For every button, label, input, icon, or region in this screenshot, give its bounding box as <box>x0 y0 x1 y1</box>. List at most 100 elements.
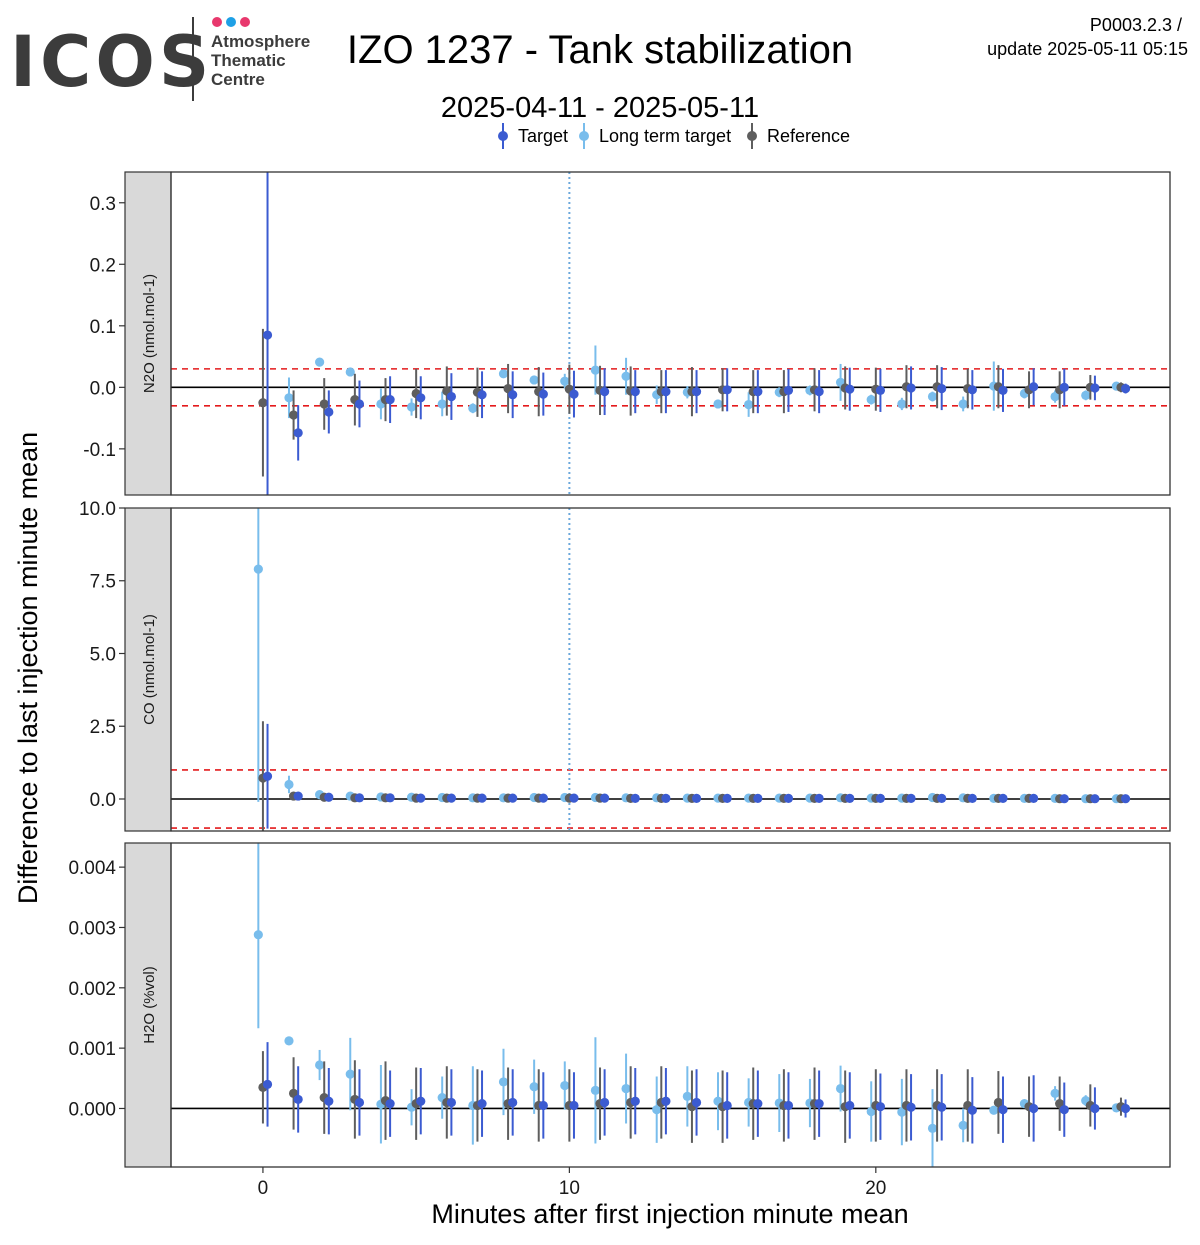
data-point <box>713 399 723 409</box>
data-point <box>416 1096 426 1106</box>
legend-key-point <box>747 131 757 141</box>
data-point <box>691 1097 702 1108</box>
panel-strip <box>124 842 172 1168</box>
data-point <box>345 367 355 377</box>
legend-label: Long term target <box>599 126 731 146</box>
series-target <box>262 723 1131 829</box>
logo-text: ICOS <box>10 21 213 103</box>
data-point <box>1059 382 1069 392</box>
data-point <box>293 428 303 438</box>
y-axis-title: Difference to last injection minute mean <box>13 432 43 904</box>
data-point <box>477 793 487 803</box>
data-point <box>324 792 334 802</box>
data-point <box>569 793 579 803</box>
data-point <box>538 389 548 399</box>
data-point <box>753 793 763 804</box>
data-point <box>262 330 273 340</box>
panel-data <box>171 508 1170 831</box>
data-point <box>866 395 876 405</box>
panel-data <box>171 172 1170 495</box>
data-point <box>967 1105 977 1115</box>
data-point <box>600 387 610 397</box>
data-point <box>753 387 763 397</box>
data-point <box>722 793 732 804</box>
y-tick-label: 0.003 <box>68 918 116 939</box>
data-point <box>722 1100 732 1111</box>
y-tick-label: 5.0 <box>90 644 116 665</box>
data-point <box>1029 1103 1039 1114</box>
data-point <box>406 402 417 412</box>
data-point <box>354 399 365 409</box>
data-point <box>835 1083 846 1094</box>
data-point <box>538 1100 548 1111</box>
data-point <box>1059 794 1069 804</box>
data-point <box>529 1082 539 1092</box>
data-point <box>446 1097 456 1108</box>
logo-dot-2 <box>226 17 236 27</box>
panel-border <box>170 507 1171 832</box>
logo-subtitle-line-3: Centre <box>211 70 265 89</box>
x-tick-label: 10 <box>559 1178 580 1199</box>
logo-dot-1 <box>212 17 222 27</box>
legend-item-long-term-target: Long term target <box>579 123 731 149</box>
panel-strip-label: N2O (nmol.mol-1) <box>141 274 158 393</box>
data-point <box>661 1096 671 1106</box>
data-point <box>258 398 268 408</box>
data-point <box>845 384 855 394</box>
data-point <box>560 376 570 386</box>
data-point <box>354 1097 365 1108</box>
data-point <box>319 399 329 409</box>
y-tick-label: 0.3 <box>90 194 116 215</box>
data-point <box>529 375 539 385</box>
data-point <box>998 1105 1008 1115</box>
legend-item-reference: Reference <box>747 123 850 149</box>
data-point <box>958 399 968 409</box>
data-point <box>498 1077 509 1087</box>
plot-background <box>171 508 1170 831</box>
panel-1: N2O (nmol.mol-1) -0.1 0.0 0.1 0.2 0.3 <box>83 171 1171 496</box>
data-point <box>906 383 916 393</box>
panel-strip <box>124 171 172 496</box>
data-point <box>967 793 977 804</box>
data-point <box>1029 793 1039 804</box>
data-point <box>875 1102 886 1112</box>
data-point <box>682 1091 692 1102</box>
series-target <box>262 172 1131 495</box>
data-point <box>508 1097 518 1108</box>
data-point <box>906 1102 916 1112</box>
logo-subtitle-line-2: Thematic <box>211 51 286 70</box>
data-point <box>253 564 263 574</box>
data-point <box>600 1097 610 1108</box>
panel-strip-label: CO (nmol.mol-1) <box>141 614 158 725</box>
series-reference <box>258 1051 1126 1143</box>
data-point <box>468 403 478 413</box>
data-point <box>262 1079 273 1089</box>
data-point <box>437 399 447 409</box>
data-point <box>498 369 509 379</box>
plot-background <box>171 843 1170 1167</box>
data-point <box>1120 1103 1131 1114</box>
data-point <box>1120 383 1131 394</box>
data-point <box>1059 1105 1069 1115</box>
y-tick-label: -0.1 <box>83 440 116 461</box>
data-point <box>989 1105 999 1115</box>
data-point <box>293 791 303 801</box>
data-point <box>569 1100 579 1111</box>
data-point <box>993 1097 1003 1108</box>
data-point <box>998 385 1008 396</box>
y-tick-label: 0.000 <box>68 1099 116 1120</box>
logo-dot-3 <box>240 17 250 27</box>
data-point <box>875 385 886 396</box>
legend-item-target: Target <box>498 123 568 149</box>
data-point <box>1081 390 1091 400</box>
legend-label: Target <box>518 126 568 146</box>
logo-subtitle-line-1: Atmosphere <box>211 32 310 51</box>
data-point <box>937 383 947 394</box>
data-point <box>293 1094 303 1105</box>
y-tick-label: 0.2 <box>90 255 116 276</box>
data-point <box>1090 383 1100 393</box>
data-point <box>288 410 299 420</box>
y-tick-label: 2.5 <box>90 717 116 738</box>
data-point <box>477 1099 487 1109</box>
data-point <box>652 1105 662 1115</box>
